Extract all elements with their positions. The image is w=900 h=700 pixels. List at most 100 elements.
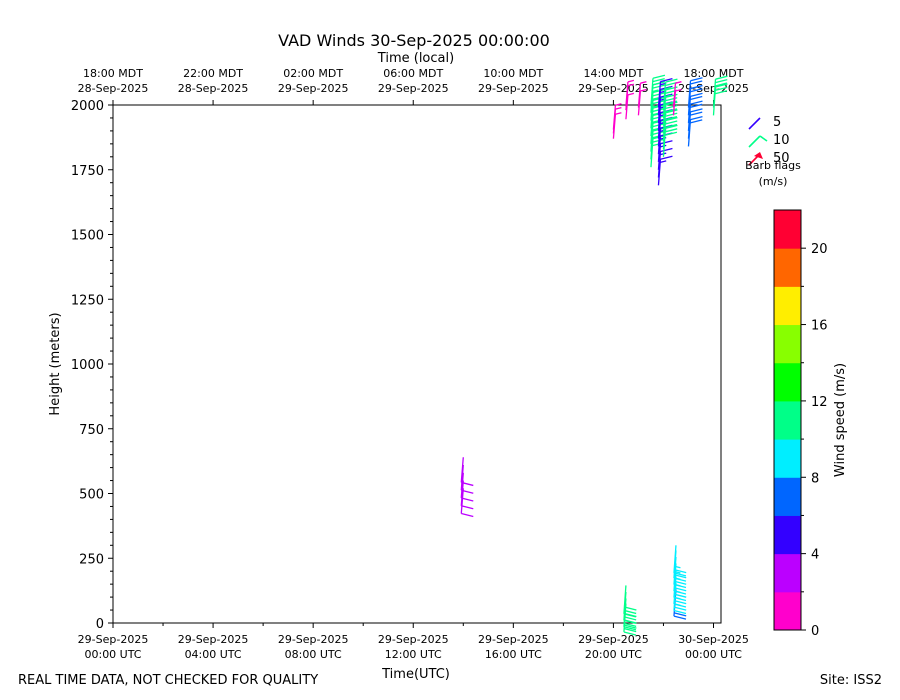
barb-feather	[673, 615, 687, 620]
barb-feather	[660, 77, 673, 83]
barb-feather	[664, 116, 678, 121]
barb-feather	[665, 116, 678, 122]
legend-entry-label: 5	[773, 115, 781, 130]
x-tick-time: 00:00 UTC	[84, 648, 141, 661]
barb-half-feather	[627, 79, 635, 83]
colorbar-segment	[774, 362, 801, 402]
barb-half-feather	[664, 94, 672, 98]
barb-feather	[660, 140, 673, 145]
y-tick-label: 750	[79, 423, 104, 438]
barb-shaft	[625, 94, 629, 120]
barb-feather	[652, 74, 666, 79]
barb-shaft	[637, 83, 642, 108]
barb-feather	[674, 612, 687, 617]
barb-feather	[673, 590, 687, 595]
barb-half-feather	[615, 106, 622, 110]
barb-feather	[674, 593, 687, 598]
barb-feather	[461, 481, 474, 487]
barb-feather	[665, 101, 678, 106]
y-tick-label: 1250	[71, 293, 104, 308]
colorbar-segment	[774, 210, 801, 249]
barb-feather	[665, 81, 678, 87]
x-tick-date: 29-Sep-2025	[278, 633, 349, 646]
barb-feather	[665, 124, 678, 130]
colorbar-label: Wind speed (m/s)	[833, 363, 848, 477]
barb-shaft	[650, 78, 654, 107]
barb-feather	[461, 512, 474, 518]
y-tick-label: 0	[96, 617, 104, 632]
barb-shaft	[625, 81, 629, 107]
colorbar-segment	[774, 324, 801, 364]
barb-half-feather	[674, 570, 681, 574]
barb-feather	[660, 93, 673, 98]
x-axis-label: Time(UTC)	[381, 667, 450, 682]
top-tick-time: 10:00 MDT	[483, 67, 543, 80]
legend-barb-shaft	[748, 135, 761, 148]
legend-entry-label: 10	[773, 133, 790, 148]
barb-feather	[690, 95, 703, 101]
barb-feather	[623, 626, 637, 631]
barb-feather	[674, 587, 687, 592]
top-tick-time: 22:00 MDT	[183, 67, 243, 80]
barb-feather	[690, 111, 703, 116]
wind-barb	[625, 79, 635, 107]
barb-feather	[715, 78, 728, 84]
top-tick-time: 18:00 MDT	[684, 67, 744, 80]
barb-feather	[674, 600, 687, 605]
barb-feather	[665, 112, 678, 117]
barb-feather	[660, 85, 673, 90]
colorbar-segment	[774, 591, 801, 631]
top-tick-date: 29-Sep-2025	[578, 82, 649, 95]
barb-feather	[652, 84, 665, 89]
colorbar-segment	[774, 515, 801, 555]
barb-half-feather	[652, 97, 659, 100]
barb-feather	[665, 120, 678, 125]
legend-entry-label: 50	[773, 151, 790, 166]
barb-shaft	[612, 105, 617, 130]
x-tick-time: 16:00 UTC	[485, 648, 542, 661]
barb-feather	[461, 489, 474, 494]
barb-shaft	[662, 82, 667, 111]
y-tick-label: 1000	[71, 358, 104, 373]
x-tick-time: 04:00 UTC	[185, 648, 242, 661]
barb-feather	[664, 131, 678, 136]
legend-barb-shaft	[748, 117, 761, 130]
barb-feather	[673, 596, 687, 602]
top-tick-time: 14:00 MDT	[583, 67, 643, 80]
barb-feather	[624, 606, 637, 611]
barb-feather	[690, 119, 703, 124]
barb-shaft	[460, 457, 464, 483]
colorbar-segment	[774, 439, 801, 478]
wind-barb	[672, 81, 682, 108]
axes: 0 250 500 750 1000 1250 1500 1750 2000 29-Sep-202…	[71, 67, 749, 661]
legend-units: (m/s)	[759, 175, 788, 188]
barb-half-feather	[664, 86, 672, 90]
wind-barb	[637, 81, 647, 108]
top-tick-date: 29-Sep-2025	[378, 82, 449, 95]
barb-feather	[714, 82, 728, 87]
wind-barb	[623, 585, 637, 618]
barb-feather	[673, 577, 687, 582]
top-tick-date: 28-Sep-2025	[178, 82, 249, 95]
chart-title: VAD Winds 30-Sep-2025 00:00:00	[278, 31, 550, 50]
y-tick-label: 2000	[71, 99, 104, 114]
barb-half-feather	[652, 89, 659, 93]
barb-shaft	[672, 83, 677, 108]
barb-feather	[652, 88, 666, 94]
barb-half-feather	[674, 565, 681, 569]
colorbar-segment	[774, 400, 801, 440]
barb-feather	[690, 88, 703, 93]
barb-half-feather	[640, 81, 647, 84]
wind-barb	[625, 92, 635, 120]
top-tick-date: 29-Sep-2025	[678, 82, 749, 95]
wind-barbs	[460, 74, 728, 636]
top-tick-time: 06:00 MDT	[383, 67, 443, 80]
barb-feather	[664, 123, 678, 129]
barb-shaft	[687, 80, 692, 108]
barb-feather	[690, 108, 703, 113]
barb-feather	[461, 497, 474, 502]
wind-barb	[687, 116, 703, 147]
barb-feather	[690, 80, 703, 85]
barb-feather	[673, 603, 687, 608]
